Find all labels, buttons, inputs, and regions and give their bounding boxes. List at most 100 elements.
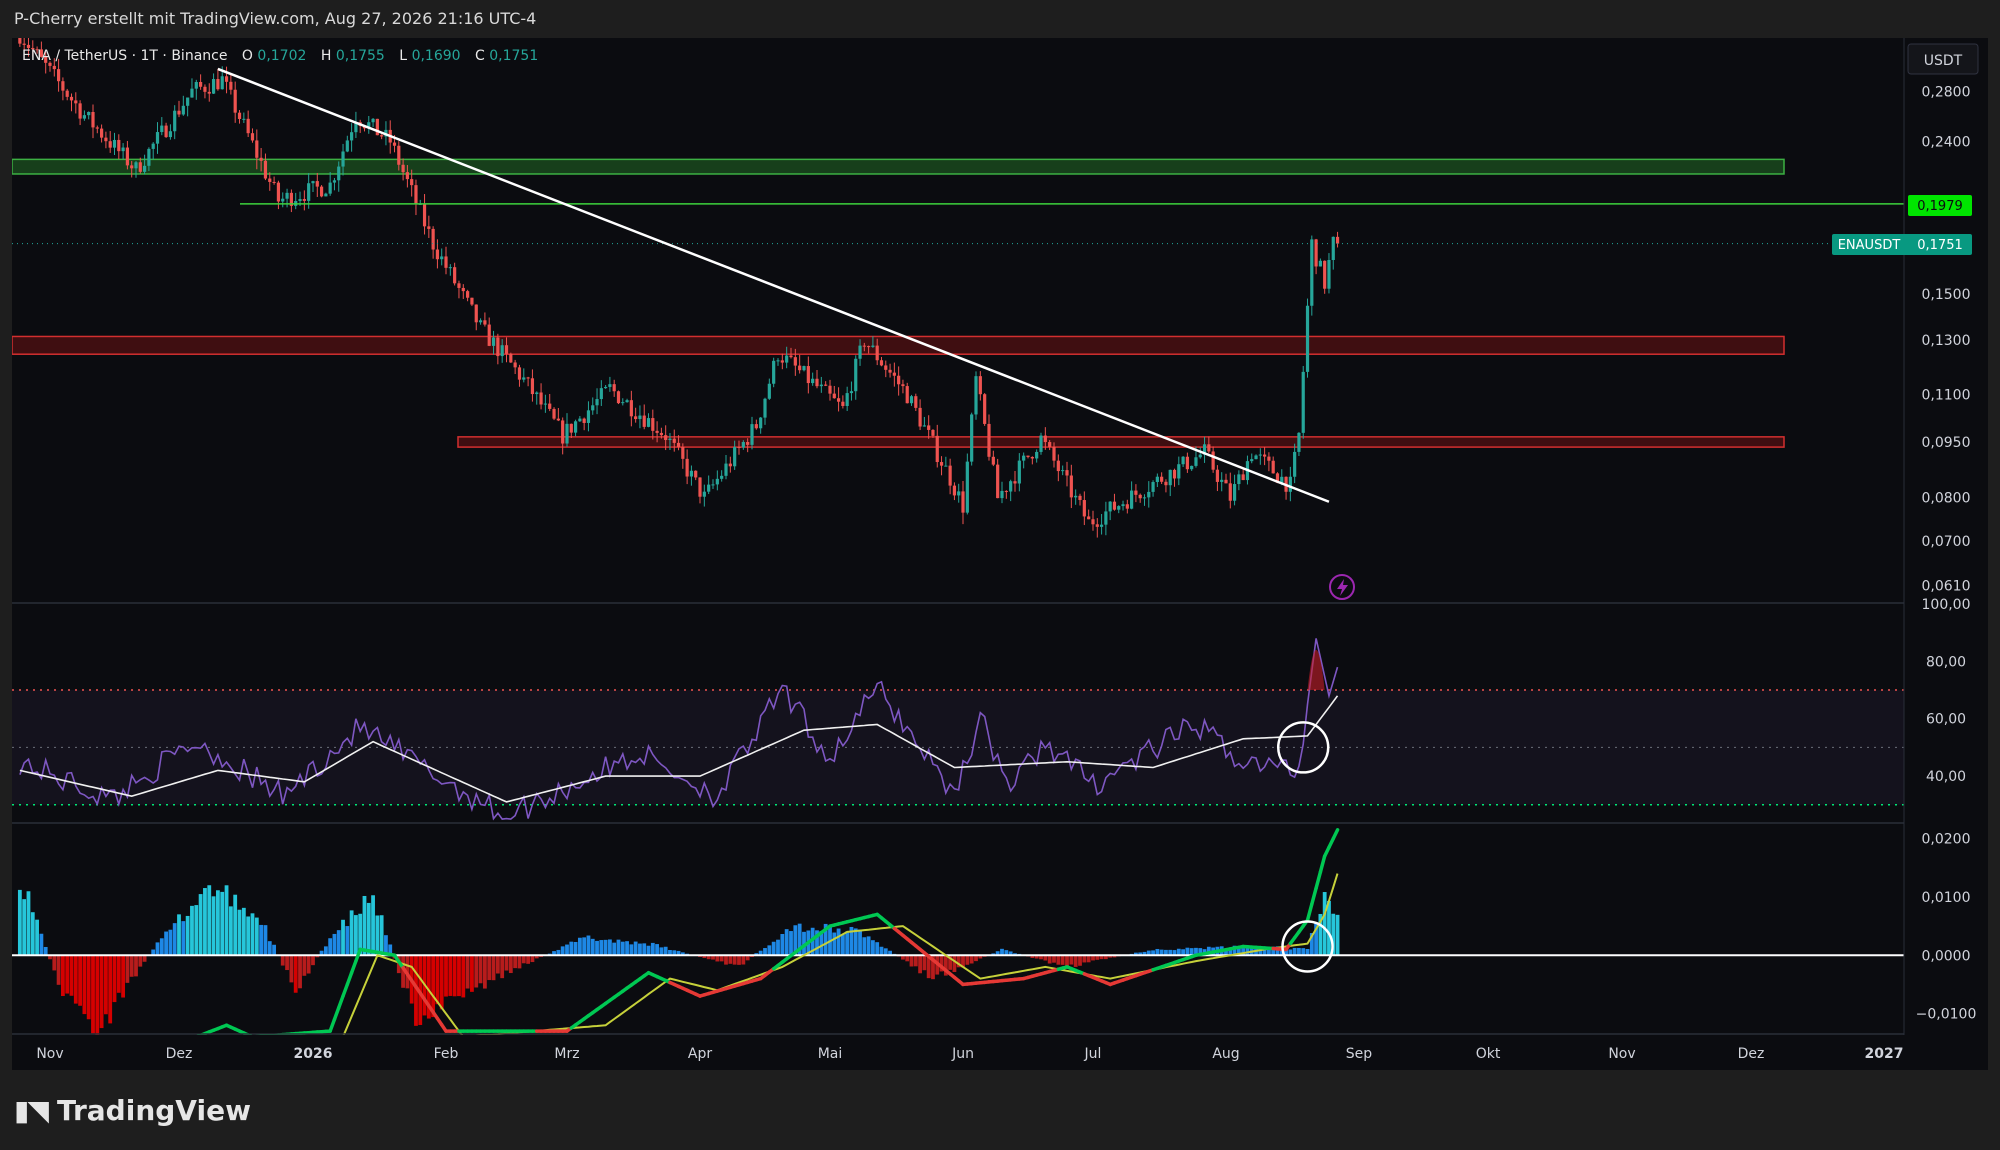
macd-histogram-bar bbox=[909, 955, 914, 967]
time-tick-label: Apr bbox=[688, 1046, 712, 1062]
candle bbox=[216, 79, 220, 90]
price-tick-label: 0,0950 bbox=[1922, 435, 1971, 451]
price-tick-label: 0,0700 bbox=[1922, 534, 1971, 550]
candle bbox=[1017, 460, 1021, 484]
macd-histogram-bar bbox=[1241, 948, 1246, 956]
macd-histogram-bar bbox=[961, 955, 965, 968]
macd-histogram-bar bbox=[198, 894, 203, 956]
macd-histogram-bar bbox=[719, 955, 724, 962]
macd-histogram-bar bbox=[758, 950, 763, 956]
macd-histogram-bar bbox=[164, 931, 168, 956]
macd-histogram-bar bbox=[190, 905, 194, 956]
macd-histogram-bar bbox=[22, 899, 27, 956]
macd-histogram-bar bbox=[1172, 950, 1177, 956]
macd-histogram-bar bbox=[319, 950, 324, 956]
macd-histogram-bar bbox=[155, 942, 160, 956]
macd-histogram-bar bbox=[474, 955, 479, 988]
candle bbox=[815, 378, 819, 387]
candle bbox=[608, 384, 612, 387]
candle bbox=[375, 118, 379, 136]
candle bbox=[668, 438, 672, 441]
tradingview-logo-icon: ▮◥ bbox=[14, 1093, 49, 1127]
macd-histogram-bar bbox=[680, 952, 685, 956]
candle bbox=[31, 47, 35, 50]
candle bbox=[186, 97, 190, 106]
macd-histogram-bar bbox=[1142, 951, 1147, 956]
candle bbox=[767, 383, 771, 399]
macd-histogram-bar bbox=[1305, 948, 1310, 956]
currency-badge[interactable] bbox=[1907, 43, 1979, 75]
macd-histogram-bar bbox=[35, 919, 39, 956]
macd-histogram-bar bbox=[552, 951, 556, 956]
macd-histogram-bar bbox=[194, 905, 199, 956]
macd-histogram-bar bbox=[336, 930, 341, 956]
macd-histogram-bar bbox=[1043, 955, 1048, 961]
candle bbox=[582, 418, 586, 423]
macd-histogram-bar bbox=[616, 939, 621, 956]
candle bbox=[1297, 432, 1301, 452]
candle bbox=[672, 438, 676, 443]
candle bbox=[793, 357, 797, 366]
time-axis[interactable]: Nov Dez 2026 Feb Mrz Apr Mai Jun Jul Aug Sep Okt Nov… bbox=[12, 1035, 1988, 1070]
time-tick-label: Mrz bbox=[554, 1046, 579, 1062]
macd-histogram-bar bbox=[1060, 955, 1065, 965]
macd-histogram-bar bbox=[401, 955, 405, 988]
macd-histogram-bar bbox=[491, 955, 496, 981]
macd-histogram-bar bbox=[638, 943, 642, 956]
candle bbox=[715, 478, 719, 485]
candle bbox=[1220, 479, 1224, 482]
candle bbox=[78, 103, 82, 119]
candle bbox=[561, 420, 565, 444]
price-axis[interactable]: USDT 0,2800 0,2400 0,1500 0,1300 0,1100 0,095… bbox=[1903, 38, 1988, 1070]
macd-histogram-bar bbox=[478, 955, 483, 984]
candle bbox=[720, 475, 724, 479]
candle bbox=[237, 112, 242, 119]
macd-histogram-bar bbox=[211, 896, 216, 956]
candle bbox=[1160, 476, 1164, 482]
candle bbox=[1250, 459, 1254, 462]
macd-histogram-bar bbox=[1168, 949, 1173, 956]
candle bbox=[496, 337, 500, 357]
candle bbox=[319, 186, 324, 197]
candle bbox=[884, 365, 888, 370]
chart-svg[interactable]: USDT 0,2800 0,2400 0,1500 0,1300 0,1100 0,095… bbox=[11, 24, 1988, 1070]
candle bbox=[1224, 479, 1228, 484]
candle bbox=[914, 396, 918, 408]
chart-container[interactable]: USDT 0,2800 0,2400 0,1500 0,1300 0,1100 0,095… bbox=[11, 24, 1988, 1070]
lightning-icon-bolt bbox=[1337, 579, 1348, 596]
macd-histogram-bar bbox=[608, 939, 612, 956]
price-tick-label: 0,0800 bbox=[1922, 491, 1971, 507]
candle bbox=[759, 417, 763, 429]
candle bbox=[22, 43, 26, 45]
macd-histogram-bar bbox=[384, 935, 388, 956]
macd-histogram-bar bbox=[590, 938, 595, 956]
zones-layer bbox=[11, 158, 1785, 448]
lightning-icon[interactable] bbox=[1329, 574, 1355, 600]
macd-histogram-bar bbox=[1327, 900, 1331, 956]
macd-histogram-bar bbox=[435, 955, 440, 1005]
candle bbox=[824, 384, 828, 386]
candle bbox=[422, 203, 427, 227]
macd-histogram-bar bbox=[1103, 955, 1108, 960]
level-price-badge bbox=[1908, 195, 1972, 216]
macd-histogram-bar bbox=[1134, 952, 1138, 956]
macd-histogram-bar bbox=[1039, 955, 1043, 960]
macd-histogram-bar bbox=[866, 936, 871, 956]
time-tick-label: Jul bbox=[1084, 1046, 1102, 1062]
candle bbox=[1099, 524, 1104, 527]
candle bbox=[1190, 465, 1194, 470]
candle bbox=[414, 185, 418, 204]
candle bbox=[427, 226, 431, 229]
candle bbox=[173, 110, 177, 132]
candle bbox=[927, 425, 931, 430]
macd-histogram-bar bbox=[99, 955, 104, 1029]
macd-histogram-bar bbox=[1189, 948, 1194, 956]
candle bbox=[1009, 481, 1013, 492]
candle bbox=[1087, 516, 1091, 520]
macd-histogram-bar bbox=[311, 955, 315, 966]
candle bbox=[1305, 305, 1310, 372]
macd-histogram-bar bbox=[1288, 949, 1293, 956]
macd-histogram-bar bbox=[134, 955, 138, 977]
macd-histogram-bar bbox=[1030, 955, 1035, 959]
candle bbox=[867, 346, 871, 348]
